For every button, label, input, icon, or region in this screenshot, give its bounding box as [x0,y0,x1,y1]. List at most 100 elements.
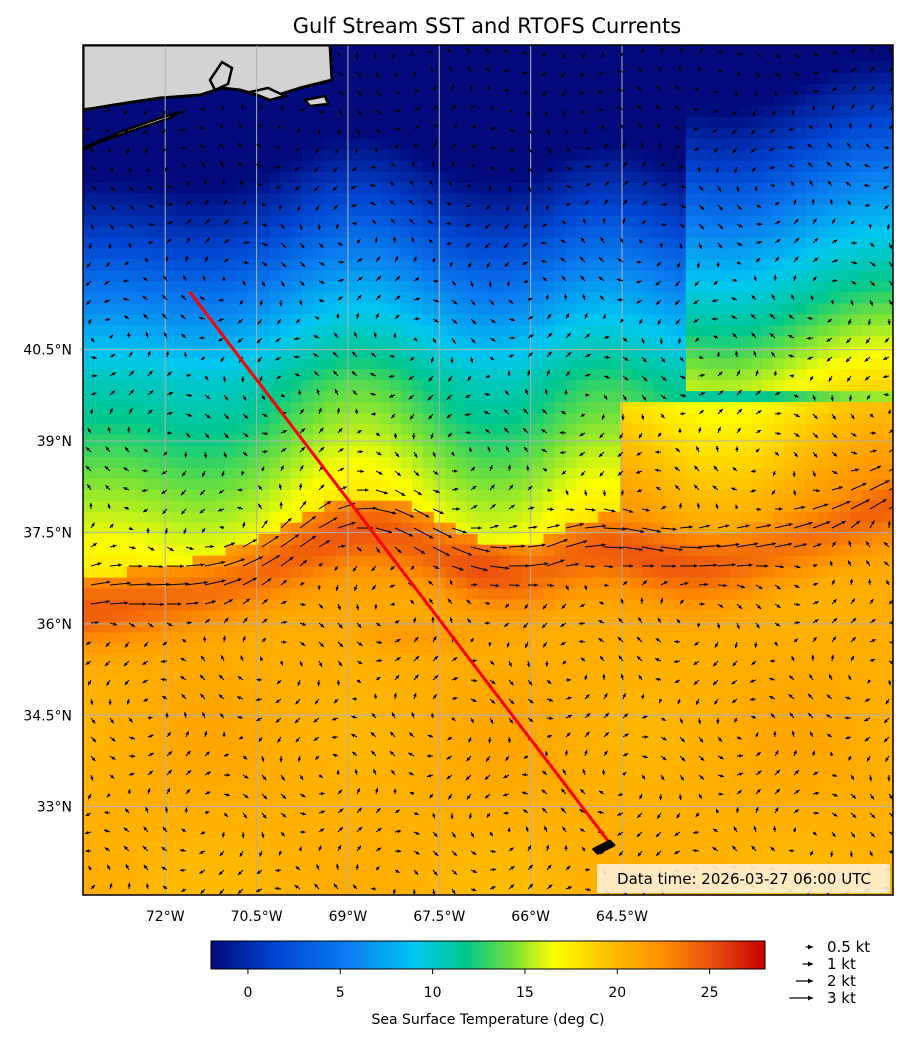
sst-cell [554,171,566,183]
sst-cell [631,851,676,863]
current-arrowhead [486,205,490,210]
current-arrowhead [601,54,605,59]
sst-cell [707,379,720,392]
sst-cell [587,379,599,392]
sst-cell [291,467,303,479]
current-arrowhead [471,164,476,168]
sst-cell [368,226,380,238]
sst-cell [269,346,281,359]
current-arrowhead [750,149,755,153]
sst-cell [883,83,893,95]
sst-cell [477,182,490,194]
sst-cell [181,730,227,743]
sst-cell [872,478,884,490]
current-arrowhead [128,169,132,174]
sst-cell [236,291,249,304]
current-arrowhead [103,109,108,113]
sst-cell [313,379,325,392]
sst-cell [335,247,347,260]
sst-cell [861,434,873,446]
sst-cell [598,280,621,293]
sst-cell [598,324,610,337]
sst-cell [379,489,391,501]
sst-cell [126,522,139,534]
sst-cell [280,204,292,216]
sst-cell [302,467,314,479]
sst-cell [510,423,523,435]
current-arrowhead [179,127,184,132]
sst-cell [400,708,413,721]
sst-cell [839,269,851,282]
sst-cell [236,829,259,841]
sst-cell [411,445,424,457]
sst-cell [554,182,566,194]
sst-cell [357,566,369,578]
sst-cell [685,280,698,293]
sst-cell [389,324,402,337]
sst-cell [740,182,753,194]
sst-cell [883,653,893,666]
sst-cell [817,149,830,161]
sst-cell [94,280,128,293]
sst-cell [225,182,238,194]
current-arrowhead [737,72,741,76]
current-arrowhead [356,130,360,135]
sst-cell [411,774,424,786]
sst-cell [444,686,457,699]
sst-cell [126,533,139,545]
sst-cell [422,587,435,600]
current-arrowhead [814,89,819,93]
sst-cell [718,280,731,293]
sst-cell [499,555,512,567]
sst-cell [148,193,161,205]
sst-cell [806,500,819,512]
sst-cell [587,587,610,600]
sst-cell [609,544,621,556]
sst-cell [444,412,457,424]
sst-cell [751,434,764,446]
sst-cell [236,390,249,403]
sst-cell [324,544,336,556]
sst-cell [411,566,424,578]
sst-cell [335,434,347,446]
sst-cell [883,236,893,249]
sst-cell [477,401,490,414]
sst-cell [181,423,194,435]
sst-cell [707,719,720,732]
sst-cell [773,105,786,117]
sst-cell [510,620,523,633]
current-arrowhead [601,125,605,130]
sst-cell [664,401,676,414]
current-arrowhead [677,65,682,70]
sst-cell [532,324,545,337]
sst-cell [247,247,259,260]
sst-cell [104,708,117,721]
sst-cell [795,83,808,95]
sst-cell [357,412,369,424]
sst-cell [576,390,588,403]
sst-cell [477,467,490,479]
sst-cell [104,631,117,644]
sst-cell [455,368,468,381]
sst-cell [488,236,501,249]
sst-cell [828,697,840,710]
sst-cell [675,763,687,775]
sst-cell [280,884,292,895]
sst-cell [488,247,501,260]
sst-cell [565,774,577,786]
sst-cell [620,664,676,677]
sst-cell [773,752,818,764]
sst-cell [828,160,840,172]
sst-cell [521,587,534,600]
current-arrowhead [525,207,530,211]
sst-cell [126,269,139,282]
sst-cell [532,489,545,501]
sst-cell [543,774,555,786]
sst-cell [817,697,830,710]
sst-cell [565,576,577,589]
sst-cell [94,708,106,721]
sst-cell [828,423,840,435]
sst-cell [389,138,402,150]
sst-cell [170,686,183,699]
sst-cell [137,335,150,348]
